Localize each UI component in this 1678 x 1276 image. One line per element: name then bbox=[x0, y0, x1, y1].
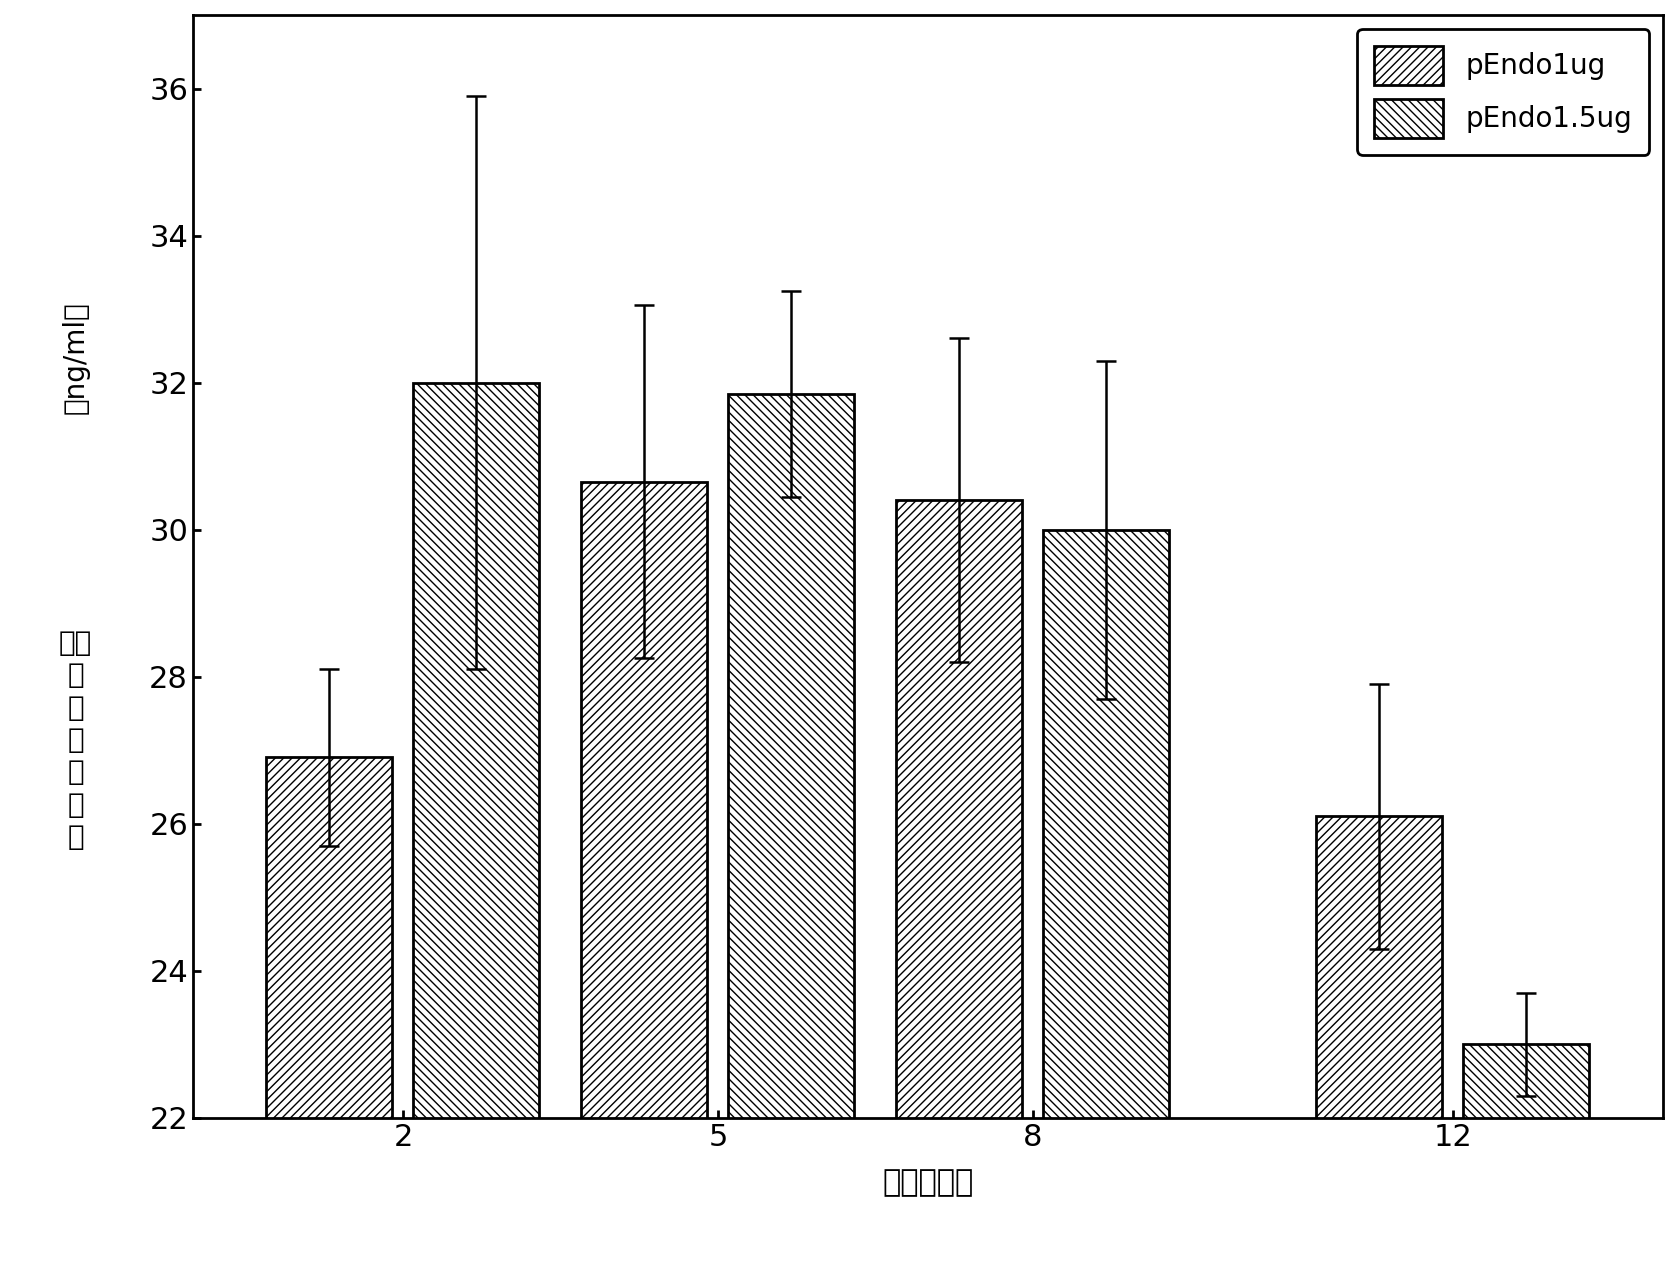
Bar bbox=[1463, 1044, 1589, 1276]
Bar bbox=[1044, 530, 1170, 1276]
Text: 内皮
抑
制
素
表
达
量: 内皮 抑 制 素 表 达 量 bbox=[59, 629, 92, 851]
Bar bbox=[896, 500, 1022, 1276]
Text: （ng/ml）: （ng/ml） bbox=[62, 301, 89, 413]
X-axis label: 时间（天）: 时间（天） bbox=[883, 1169, 973, 1197]
Bar bbox=[1317, 817, 1443, 1276]
Bar bbox=[267, 758, 393, 1276]
Legend: pEndo1ug, pEndo1.5ug: pEndo1ug, pEndo1.5ug bbox=[1358, 29, 1649, 154]
Bar bbox=[728, 393, 854, 1276]
Bar bbox=[582, 482, 708, 1276]
Bar bbox=[413, 383, 540, 1276]
